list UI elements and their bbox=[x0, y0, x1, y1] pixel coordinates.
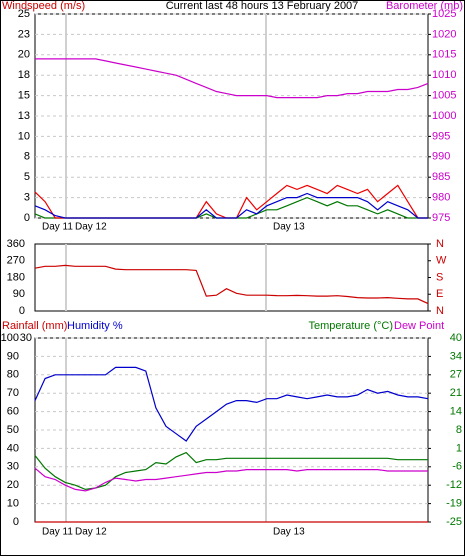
y-tick-label: 23 bbox=[18, 28, 30, 40]
y3-tick-label: 30 bbox=[20, 332, 32, 344]
y2-tick-label: 27 bbox=[450, 369, 462, 381]
x-tick-label: Day 13 bbox=[273, 222, 305, 233]
y2-tick-label: -19 bbox=[446, 498, 462, 510]
y2-tick-label: 40 bbox=[450, 332, 462, 344]
y-tick-label: 0 bbox=[19, 305, 25, 317]
x-tick-label: Day 11 bbox=[42, 527, 73, 538]
series-line bbox=[34, 366, 429, 442]
plot-frame bbox=[34, 13, 429, 219]
legend-label: Temperature (°C) bbox=[309, 320, 393, 332]
y-tick-label: 15 bbox=[18, 90, 30, 102]
y2-tick-label: 985 bbox=[432, 171, 450, 183]
y2-tick-label: -25 bbox=[446, 516, 462, 528]
y2-tick-label: S bbox=[436, 271, 443, 283]
y-tick-label: 60 bbox=[7, 406, 19, 418]
y-tick-label: 20 bbox=[7, 479, 19, 491]
y2-tick-label: 1010 bbox=[432, 69, 456, 81]
y2-tick-label: -6 bbox=[452, 461, 462, 473]
y2-tick-label: 980 bbox=[432, 192, 450, 204]
chart-title: Current last 48 hours 13 February 2007 bbox=[166, 0, 359, 12]
y-tick-label: 100 bbox=[1, 332, 19, 344]
x-tick-label: Day 13 bbox=[273, 527, 305, 538]
y2-tick-label: 1000 bbox=[432, 110, 456, 122]
y-tick-label: 5 bbox=[24, 171, 30, 183]
y2-tick-label: 1020 bbox=[432, 28, 456, 40]
y2-tick-label: 1 bbox=[456, 442, 462, 454]
y-tick-label: 30 bbox=[7, 461, 19, 473]
y-tick-label: 0 bbox=[13, 516, 19, 528]
y-tick-label: 10 bbox=[18, 130, 30, 142]
y-tick-label: 8 bbox=[24, 151, 30, 163]
series-line bbox=[34, 192, 428, 219]
y2-tick-label: 995 bbox=[432, 130, 450, 142]
y2-tick-label: N bbox=[436, 305, 444, 317]
y2-tick-label: 21 bbox=[450, 387, 462, 399]
series-line bbox=[34, 467, 428, 492]
x-tick-label: Day 12 bbox=[75, 222, 107, 233]
y-tick-label: 80 bbox=[7, 369, 19, 381]
series-line bbox=[34, 264, 429, 305]
series-line bbox=[34, 451, 428, 491]
y-tick-label: 40 bbox=[7, 442, 19, 454]
series-line bbox=[35, 58, 429, 99]
y-tick-label: 70 bbox=[7, 387, 19, 399]
y2-tick-label: 1005 bbox=[432, 90, 456, 102]
x-tick-label: Day 12 bbox=[75, 527, 107, 538]
y-tick-label: 0 bbox=[24, 212, 30, 224]
y-tick-label: 13 bbox=[18, 110, 30, 122]
y-tick-label: 90 bbox=[13, 288, 25, 300]
y-tick-label: 18 bbox=[18, 69, 30, 81]
legend-label: Humidity % bbox=[67, 320, 123, 332]
y-tick-label: 10 bbox=[7, 498, 19, 510]
y2-tick-label: N bbox=[436, 238, 444, 250]
plot-frame bbox=[34, 337, 429, 523]
y-tick-label: 25 bbox=[18, 8, 30, 20]
y2-tick-label: E bbox=[436, 288, 443, 300]
y2-axis-title: Barometer (mb) bbox=[386, 0, 463, 12]
y2-tick-label: 34 bbox=[450, 350, 462, 362]
y2-tick-label: 990 bbox=[432, 151, 450, 163]
y2-tick-label: 8 bbox=[456, 424, 462, 436]
y-tick-label: 270 bbox=[7, 255, 25, 267]
y2-tick-label: -12 bbox=[446, 479, 462, 491]
legend-label: Rainfall (mm) bbox=[2, 320, 67, 332]
y-axis-title: Windspeed (m/s) bbox=[2, 0, 85, 12]
y-tick-label: 50 bbox=[7, 424, 19, 436]
plot-frame bbox=[34, 243, 429, 312]
y2-tick-label: 14 bbox=[450, 406, 462, 418]
y-tick-label: 90 bbox=[7, 350, 19, 362]
legend-label: Dew Point bbox=[394, 320, 444, 332]
y-tick-label: 3 bbox=[24, 192, 30, 204]
y2-tick-label: 1015 bbox=[432, 49, 456, 61]
y2-tick-label: 1025 bbox=[432, 8, 456, 20]
y2-tick-label: 975 bbox=[432, 212, 450, 224]
y-tick-label: 20 bbox=[18, 49, 30, 61]
y-tick-label: 360 bbox=[7, 238, 25, 250]
y-tick-label: 180 bbox=[7, 271, 25, 283]
y2-tick-label: W bbox=[436, 255, 447, 267]
x-tick-label: Day 11 bbox=[42, 222, 73, 233]
